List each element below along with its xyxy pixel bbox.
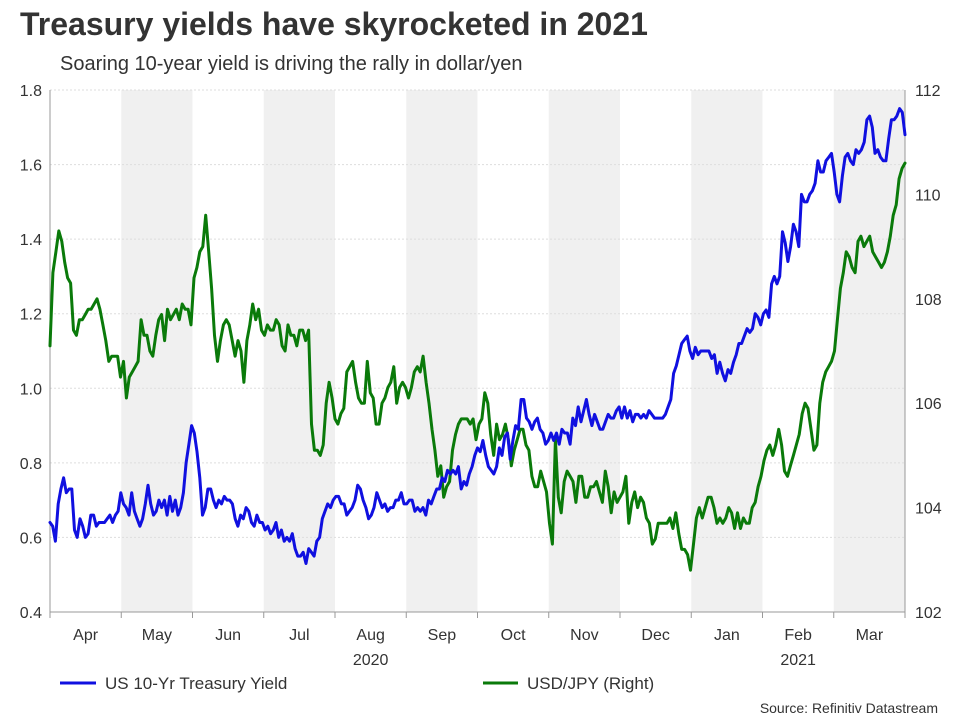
y-left-tick-label: 1.2	[20, 307, 42, 324]
shade-jul	[263, 90, 335, 612]
series-line-yield	[48, 107, 907, 565]
y-left-tick-label: 0.4	[20, 605, 42, 622]
y-right-tick-label: 112	[915, 83, 941, 100]
y-right-tick-label: 102	[915, 605, 942, 622]
y-left-tick-label: 1.6	[20, 158, 42, 175]
legend-label-usdjpy: USD/JPY (Right)	[527, 674, 654, 693]
shade-sep	[406, 90, 478, 612]
shade-may	[121, 90, 193, 612]
y-right-tick-label: 106	[915, 396, 942, 413]
series-line-usdjpy	[48, 161, 907, 572]
x-tick-label: Feb	[784, 627, 812, 644]
x-tick-label: Aug	[356, 627, 384, 644]
y-left-tick-label: 0.6	[20, 530, 42, 547]
x-tick-label: Dec	[641, 627, 669, 644]
series-lines	[48, 107, 907, 572]
year-label: 2021	[780, 652, 816, 669]
y-left-tick-label: 0.8	[20, 456, 42, 473]
y-right-tick-label: 110	[915, 187, 941, 204]
chart-title: Treasury yields have skyrocketed in 2021	[20, 6, 648, 42]
shade-nov	[548, 90, 620, 612]
legend-label-yield: US 10-Yr Treasury Yield	[105, 674, 287, 693]
y-right-tick-label: 104	[915, 501, 942, 518]
x-tick-label: Jun	[215, 627, 241, 644]
x-tick-label: Sep	[428, 627, 457, 644]
legend: US 10-Yr Treasury Yield USD/JPY (Right)	[60, 674, 654, 693]
x-tick-label: Mar	[856, 627, 884, 644]
year-label: 2020	[353, 652, 389, 669]
chart-subtitle: Soaring 10-year yield is driving the ral…	[60, 53, 523, 75]
x-tick-label: May	[142, 627, 172, 644]
y-left-tick-label: 1.0	[20, 381, 42, 398]
source-note: Source: Refinitiv Datastream	[759, 700, 938, 716]
x-tick-label: Oct	[501, 627, 526, 644]
axes: 1.8 1.6 1.4 1.2 1.0 0.8 0.6 0.4 112 110 108 106 104 1…	[20, 83, 942, 669]
y-right-tick-label: 108	[915, 292, 942, 309]
y-left-tick-label: 1.8	[20, 83, 42, 100]
shade-mar	[833, 90, 905, 612]
x-tick-label: Jul	[289, 627, 309, 644]
x-tick-label: Apr	[73, 627, 99, 644]
month-shading	[121, 90, 905, 612]
x-tick-label: Nov	[570, 627, 598, 644]
x-tick-label: Jan	[714, 627, 740, 644]
y-left-tick-label: 1.4	[20, 232, 42, 249]
